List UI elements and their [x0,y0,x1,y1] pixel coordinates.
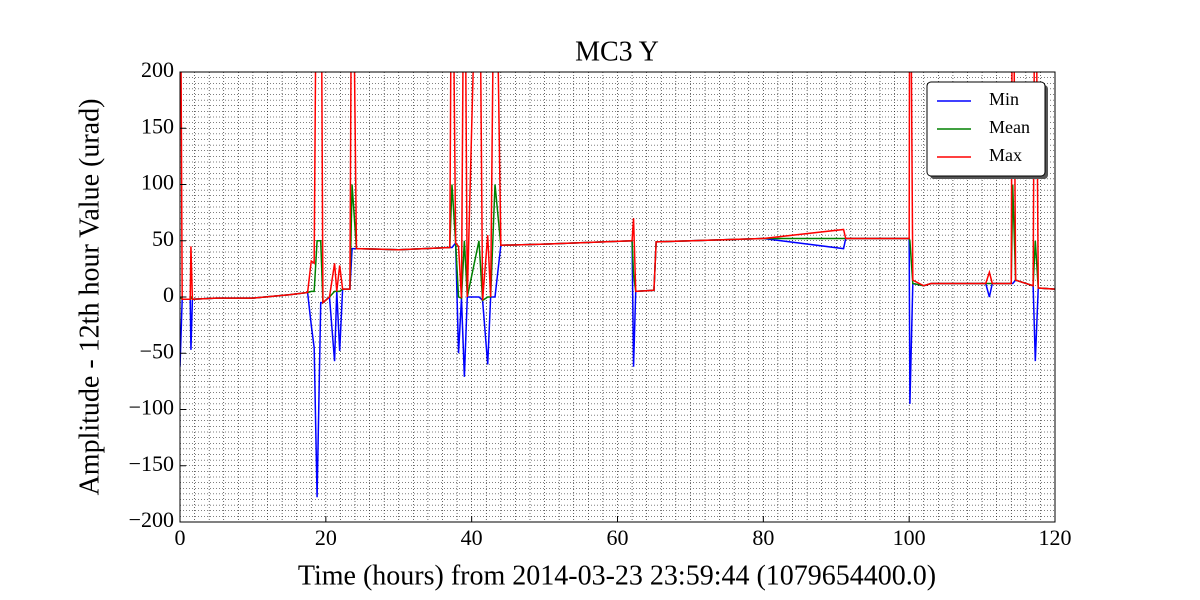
y-tick-label: −100 [129,395,174,420]
x-tick-label: 40 [461,525,483,550]
chart-title: MC3 Y [575,36,659,67]
x-tick-label: 100 [893,525,926,550]
x-tick-label: 120 [1039,525,1072,550]
legend-label: Mean [989,117,1030,137]
legend-label: Min [989,89,1019,109]
x-tick-label: 80 [752,525,774,550]
y-tick-label: 100 [141,170,174,195]
x-tick-label: 20 [315,525,337,550]
series-line [180,72,1055,305]
x-tick-label: 60 [607,525,629,550]
y-tick-label: −200 [129,507,174,532]
y-tick-label: −150 [129,451,174,476]
y-tick-label: 200 [141,57,174,82]
x-tick-label: 0 [175,525,186,550]
legend-box [926,81,1046,177]
legend-label: Max [989,145,1022,165]
y-axis-label: Amplitude - 12th hour Value (urad) [74,99,105,496]
y-tick-label: −50 [140,338,174,363]
x-axis-label: Time (hours) from 2014-03-23 23:59:44 (1… [298,560,936,591]
plot-lines [180,72,1055,498]
y-tick-label: 150 [141,113,174,138]
y-tick-label: 50 [152,226,174,251]
y-tick-label: 0 [163,282,174,307]
grid [179,71,1056,523]
legend: Min Mean Max [926,81,1048,179]
series-line [180,237,1055,498]
